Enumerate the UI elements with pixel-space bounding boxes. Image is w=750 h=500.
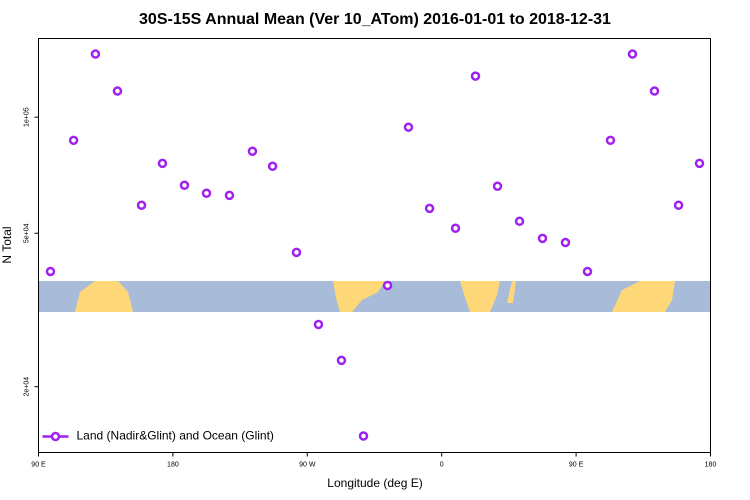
x-axis-label: Longitude (deg E)	[327, 476, 422, 490]
chart-title: 30S-15S Annual Mean (Ver 10_ATom) 2016-0…	[139, 11, 611, 28]
plot-frame	[38, 38, 711, 453]
data-point	[560, 237, 571, 248]
data-point	[537, 233, 548, 244]
data-point	[673, 200, 684, 211]
data-point	[68, 135, 79, 146]
x-tick-label: 90 E	[569, 461, 584, 468]
data-point	[45, 266, 56, 277]
data-point	[582, 266, 593, 277]
data-point	[179, 180, 190, 191]
data-point	[136, 200, 147, 211]
data-point	[267, 161, 278, 172]
land	[612, 281, 675, 312]
data-point	[247, 146, 258, 156]
land	[460, 281, 500, 312]
y-tick-label: 2e+04	[23, 377, 30, 397]
data-point	[157, 158, 168, 169]
land	[333, 281, 385, 312]
data-point	[649, 86, 660, 96]
x-tick-label: 180	[167, 461, 179, 468]
data-point	[112, 86, 123, 96]
x-tick-label: 90 E	[31, 461, 46, 468]
data-point	[450, 223, 461, 234]
data-point	[90, 49, 101, 59]
land	[507, 281, 516, 303]
x-tick-label: 0	[440, 461, 444, 468]
x-tick-label: 180	[705, 461, 717, 468]
y-tick-label: 1e+05	[23, 107, 30, 127]
data-point	[605, 135, 616, 146]
data-point	[336, 355, 347, 366]
legend-label: Land (Nadir&Glint) and Ocean (Glint)	[77, 429, 274, 443]
map-band	[39, 281, 710, 312]
land	[75, 281, 133, 312]
data-point	[382, 280, 393, 291]
data-point	[424, 203, 435, 214]
data-point	[291, 247, 302, 258]
y-axis-label: N Total	[0, 226, 14, 263]
y-tick-label: 5e+04	[23, 223, 30, 243]
x-tick-label: 90 W	[299, 461, 316, 468]
data-point	[694, 158, 705, 169]
data-point	[313, 319, 324, 330]
data-point	[403, 122, 414, 132]
data-point	[514, 216, 525, 227]
legend-marker	[50, 431, 61, 442]
data-point	[201, 188, 212, 198]
data-point	[224, 190, 235, 201]
data-point	[627, 49, 638, 59]
data-point	[358, 431, 369, 441]
data-point	[470, 71, 481, 81]
data-point	[492, 181, 503, 192]
